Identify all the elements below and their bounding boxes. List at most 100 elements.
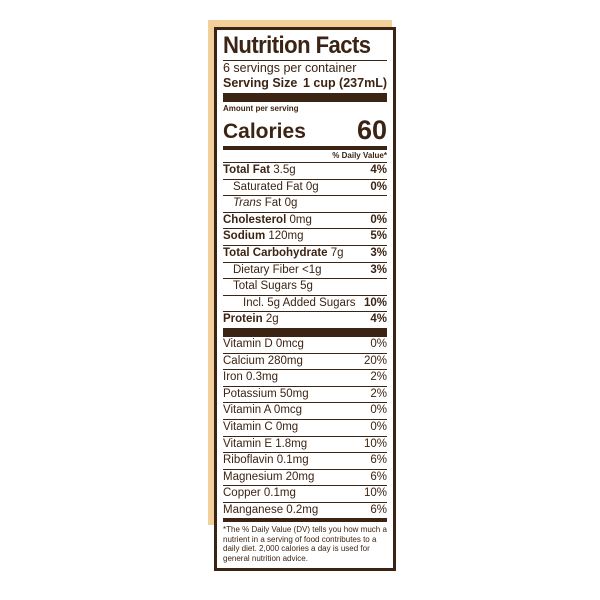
vitamin-row: Riboflavin 0.1mg 6% — [223, 453, 387, 470]
nutrient-row: Saturated Fat 0g 0% — [223, 180, 387, 197]
nutrient-row: Total Carbohydrate 7g 3% — [223, 246, 387, 263]
nutrient-name: Cholesterol 0mg — [223, 213, 312, 229]
vitamin-row: Vitamin C 0mg 0% — [223, 420, 387, 437]
vitamin-daily-value: 2% — [370, 387, 387, 400]
vitamin-row: Vitamin E 1.8mg 10% — [223, 437, 387, 454]
calories-row: Calories 60 — [223, 114, 387, 144]
vitamin-name: Vitamin C 0mg — [223, 420, 299, 433]
nutrient-amount: 7g — [330, 246, 344, 259]
nutrient-daily-value: 0% — [370, 180, 387, 193]
medium-divider — [223, 518, 387, 523]
nutrient-name: Trans Fat 0g — [223, 196, 297, 212]
nutrient-name: Saturated Fat 0g — [223, 180, 319, 196]
vitamin-daily-value: 0% — [370, 404, 387, 417]
vitamin-name: Vitamin D 0mcg — [223, 337, 304, 350]
nutrient-row: Dietary Fiber <1g 3% — [223, 263, 387, 280]
thick-divider — [223, 327, 387, 337]
label-title: Nutrition Facts — [223, 32, 371, 59]
nutrient-name: Sodium 120mg — [223, 229, 304, 245]
nutrient-row: Incl. 5g Added Sugars 10% — [223, 296, 387, 313]
nutrient-daily-value: 10% — [363, 296, 387, 309]
vitamin-name: Vitamin E 1.8mg — [223, 437, 308, 450]
vitamin-row: Calcium 280mg 20% — [223, 354, 387, 371]
medium-divider — [223, 146, 387, 150]
vitamin-row: Magnesium 20mg 6% — [223, 470, 387, 487]
nutrient-row: Protein 2g 4% — [223, 312, 387, 328]
nutrient-plain-name: Saturated Fat — [233, 180, 303, 193]
calories-value: 60 — [356, 115, 387, 145]
vitamin-row: Vitamin D 0mcg 0% — [223, 337, 387, 354]
nutrient-daily-value: 5% — [370, 230, 387, 243]
vitamin-name: Calcium 280mg — [223, 354, 303, 367]
nutrient-plain-name: Fat — [264, 197, 282, 210]
nutrient-bold-name: Total Fat — [223, 164, 271, 176]
vitamin-name: Manganese 0.2mg — [223, 503, 319, 516]
nutrient-amount: 2g — [265, 313, 279, 326]
nutrient-name: Incl. 5g Added Sugars — [223, 296, 356, 312]
nutrient-daily-value: 0% — [370, 213, 387, 226]
serving-size-row: Serving Size 1 cup (237mL) — [223, 76, 387, 91]
nutrient-list: Total Fat 3.5g 4% Saturated Fat 0g 0% Trans … — [223, 163, 387, 328]
vitamin-row: Copper 0.1mg 10% — [223, 486, 387, 503]
vitamin-daily-value: 6% — [370, 470, 387, 483]
nutrient-name: Total Fat 3.5g — [223, 163, 296, 179]
nutrient-plain-name: Dietary Fiber — [233, 263, 299, 276]
vitamin-row: Vitamin A 0mcg 0% — [223, 403, 387, 420]
nutrient-amount: 0g — [284, 197, 298, 210]
nutrient-bold-name: Total Carbohydrate — [223, 246, 328, 259]
nutrient-name: Total Carbohydrate 7g — [223, 246, 344, 262]
vitamin-name: Riboflavin 0.1mg — [223, 454, 309, 467]
daily-value-header: % Daily Value* — [223, 150, 387, 163]
vitamin-daily-value: 6% — [370, 454, 387, 467]
vitamin-row: Iron 0.3mg 2% — [223, 370, 387, 387]
nutrient-amount: 3.5g — [273, 164, 296, 176]
nutrient-bold-name: Cholesterol — [223, 213, 287, 226]
vitamin-name: Magnesium 20mg — [223, 470, 315, 483]
nutrient-daily-value: 4% — [370, 164, 387, 176]
vitamin-daily-value: 0% — [370, 337, 387, 350]
nutrient-bold-name: Sodium — [223, 230, 266, 243]
servings-per-container: 6 servings per container — [223, 61, 357, 75]
nutrient-name: Total Sugars 5g — [223, 279, 313, 295]
nutrient-plain-name: Total Sugars — [233, 280, 297, 293]
vitamin-row: Potassium 50mg 2% — [223, 387, 387, 404]
vitamin-name: Copper 0.1mg — [223, 487, 296, 500]
footnote: *The % Daily Value (DV) tells you how mu… — [223, 525, 387, 563]
vitamin-name: Potassium 50mg — [223, 387, 309, 400]
nutrient-row: Sodium 120mg 5% — [223, 229, 387, 246]
vitamin-daily-value: 10% — [363, 437, 387, 450]
nutrient-amount: 0mg — [289, 213, 312, 226]
thick-divider — [223, 93, 387, 102]
nutrient-bold-name: Protein — [223, 313, 263, 326]
nutrient-row: Trans Fat 0g — [223, 196, 387, 213]
vitamin-daily-value: 10% — [363, 487, 387, 500]
nutrient-daily-value: 3% — [370, 246, 387, 259]
vitamin-row: Manganese 0.2mg 6% — [223, 503, 387, 519]
nutrient-row: Cholesterol 0mg 0% — [223, 213, 387, 230]
nutrition-facts-label: Nutrition Facts 6 servings per container… — [214, 27, 396, 571]
nutrient-name: Dietary Fiber <1g — [223, 263, 322, 279]
vitamin-daily-value: 20% — [363, 354, 387, 367]
calories-label: Calories — [223, 120, 306, 143]
vitamin-name: Vitamin A 0mcg — [223, 404, 303, 417]
vitamin-daily-value: 0% — [370, 420, 387, 433]
nutrient-amount: 0g — [305, 180, 319, 193]
nutrient-amount: 120mg — [268, 230, 304, 243]
nutrient-amount: 5g — [300, 280, 313, 293]
nutrient-row: Total Sugars 5g — [223, 279, 387, 296]
amount-per-serving: Amount per serving — [223, 104, 299, 113]
nutrient-daily-value: 3% — [370, 263, 387, 276]
nutrient-italic-name: Trans — [233, 197, 262, 210]
serving-size-value: 1 cup (237mL) — [302, 76, 387, 90]
vitamin-list: Vitamin D 0mcg 0% Calcium 280mg 20% Iron 0.3… — [223, 337, 387, 519]
vitamin-name: Iron 0.3mg — [223, 371, 278, 384]
nutrient-row: Total Fat 3.5g 4% — [223, 163, 387, 180]
divider — [223, 60, 387, 61]
nutrient-plain-name: Incl. 5g Added Sugars — [243, 296, 356, 309]
vitamin-daily-value: 2% — [370, 371, 387, 384]
nutrient-daily-value: 4% — [370, 313, 387, 326]
nutrient-name: Protein 2g — [223, 312, 279, 328]
serving-size-label: Serving Size — [223, 76, 298, 90]
vitamin-daily-value: 6% — [370, 503, 387, 516]
